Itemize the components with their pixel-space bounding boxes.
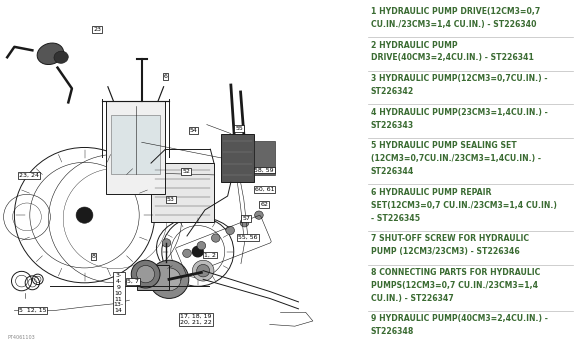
Bar [137,265,169,290]
Text: 5 HYDRAULIC PUMP SEALING SET: 5 HYDRAULIC PUMP SEALING SET [371,141,516,150]
Text: CU.IN.) - ST226347: CU.IN.) - ST226347 [371,294,454,303]
Text: ST226348: ST226348 [371,327,414,336]
Text: - ST226345: - ST226345 [371,213,420,222]
Text: SET(12CM3=0,7 CU.IN./23CM3=1,4 CU.IN.): SET(12CM3=0,7 CU.IN./23CM3=1,4 CU.IN.) [371,201,556,210]
Text: 57: 57 [242,216,250,221]
Bar [151,163,214,222]
Text: PT4061103: PT4061103 [7,335,35,340]
Bar [111,115,160,174]
Text: 8 CONNECTING PARTS FOR HYDRAULIC: 8 CONNECTING PARTS FOR HYDRAULIC [371,268,540,277]
Text: 8: 8 [92,254,96,259]
Text: PUMPS(12CM3=0,7 CU.IN./23CM3=1,4: PUMPS(12CM3=0,7 CU.IN./23CM3=1,4 [371,281,538,290]
Text: 1, 2: 1, 2 [204,253,216,257]
Text: ST226342: ST226342 [371,87,414,96]
Bar [106,101,165,194]
Circle shape [240,219,249,227]
Text: 17, 18, 19
20, 21, 22: 17, 18, 19 20, 21, 22 [180,314,212,325]
Text: 2 HYDRAULIC PUMP: 2 HYDRAULIC PUMP [371,41,457,50]
Bar [253,141,275,175]
Text: 4 HYDRAULIC PUMP(23CM3=1,4CU.IN.) -: 4 HYDRAULIC PUMP(23CM3=1,4CU.IN.) - [371,108,548,117]
Circle shape [131,260,160,288]
Text: DRIVE(40CM3=2,4CU.IN.) - ST226341: DRIVE(40CM3=2,4CU.IN.) - ST226341 [371,53,534,62]
Text: 60, 61: 60, 61 [255,187,274,192]
Circle shape [76,207,93,223]
Text: 7 SHUT-OFF SCREW FOR HYDRAULIC: 7 SHUT-OFF SCREW FOR HYDRAULIC [371,234,528,243]
Text: 62: 62 [260,202,268,207]
Text: 6 HYDRAULIC PUMP REPAIR: 6 HYDRAULIC PUMP REPAIR [371,188,491,197]
Circle shape [149,260,188,298]
Text: 1 HYDRAULIC PUMP DRIVE(12CM3=0,7: 1 HYDRAULIC PUMP DRIVE(12CM3=0,7 [371,7,540,16]
Text: 23: 23 [93,27,101,32]
Text: 3-
4-
9
10
11
13-
14: 3- 4- 9 10 11 13- 14 [114,273,124,313]
Text: 55: 55 [235,126,243,131]
Text: ST226344: ST226344 [371,167,414,176]
Circle shape [183,249,191,257]
Text: 58, 59: 58, 59 [255,168,274,172]
Text: 54: 54 [190,128,197,133]
Circle shape [137,265,155,283]
Text: 6: 6 [164,74,168,79]
Circle shape [193,260,214,281]
Text: 3 HYDRAULIC PUMP(12CM3=0,7CU.IN.) -: 3 HYDRAULIC PUMP(12CM3=0,7CU.IN.) - [371,74,547,83]
Text: (12CM3=0,7CU.IN./23CM3=1,4CU.IN.) -: (12CM3=0,7CU.IN./23CM3=1,4CU.IN.) - [371,154,541,163]
Text: 53: 53 [167,197,175,202]
Ellipse shape [54,51,68,64]
Text: 52: 52 [182,169,190,174]
Circle shape [197,242,206,250]
Text: ST226343: ST226343 [371,120,414,129]
Circle shape [157,268,181,291]
Text: PUMP (12CM3/23CM3) - ST226346: PUMP (12CM3/23CM3) - ST226346 [371,247,519,256]
Text: 55, 56: 55, 56 [238,235,258,240]
Circle shape [193,246,203,257]
Bar [221,134,253,182]
Circle shape [197,264,209,277]
Circle shape [255,211,263,219]
Text: CU.IN./23CM3=1,4 CU.IN.) - ST226340: CU.IN./23CM3=1,4 CU.IN.) - ST226340 [371,20,536,29]
Circle shape [162,239,171,247]
Circle shape [212,234,220,242]
Text: 9 HYDRAULIC PUMP(40CM3=2,4CU.IN.) -: 9 HYDRAULIC PUMP(40CM3=2,4CU.IN.) - [371,314,548,323]
Text: 5  12, 15: 5 12, 15 [19,308,46,313]
Circle shape [226,226,234,235]
Text: 23, 24: 23, 24 [19,173,39,178]
Text: 5, 7: 5, 7 [127,279,139,283]
Ellipse shape [37,43,64,65]
